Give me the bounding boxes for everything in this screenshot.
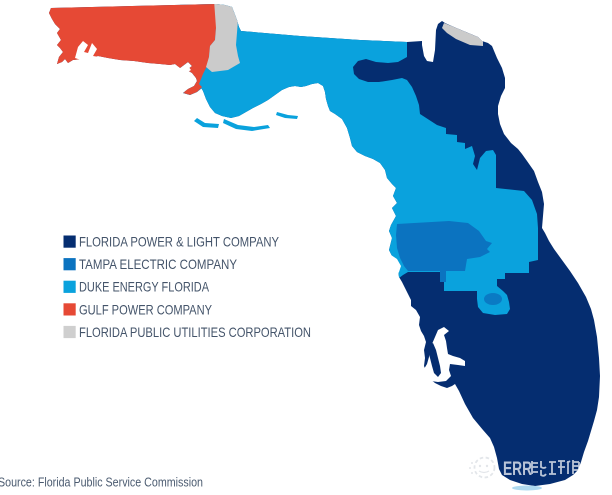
svg-text:TAMPA ELECTRIC COMPANY: TAMPA ELECTRIC COMPANY [79,257,237,272]
svg-text:ERR: ERR [503,459,532,480]
svg-text:DUKE ENERGY FLORIDA: DUKE ENERGY FLORIDA [79,280,210,295]
svg-text:GULF POWER COMPANY: GULF POWER COMPANY [79,302,212,317]
svg-text:FLORIDA POWER & LIGHT COMPANY: FLORIDA POWER & LIGHT COMPANY [79,235,279,250]
svg-text:Source: Florida Public Service: Source: Florida Public Service Commissio… [0,475,203,490]
svg-text:FLORIDA PUBLIC UTILITIES CORPO: FLORIDA PUBLIC UTILITIES CORPORATION [79,325,311,340]
